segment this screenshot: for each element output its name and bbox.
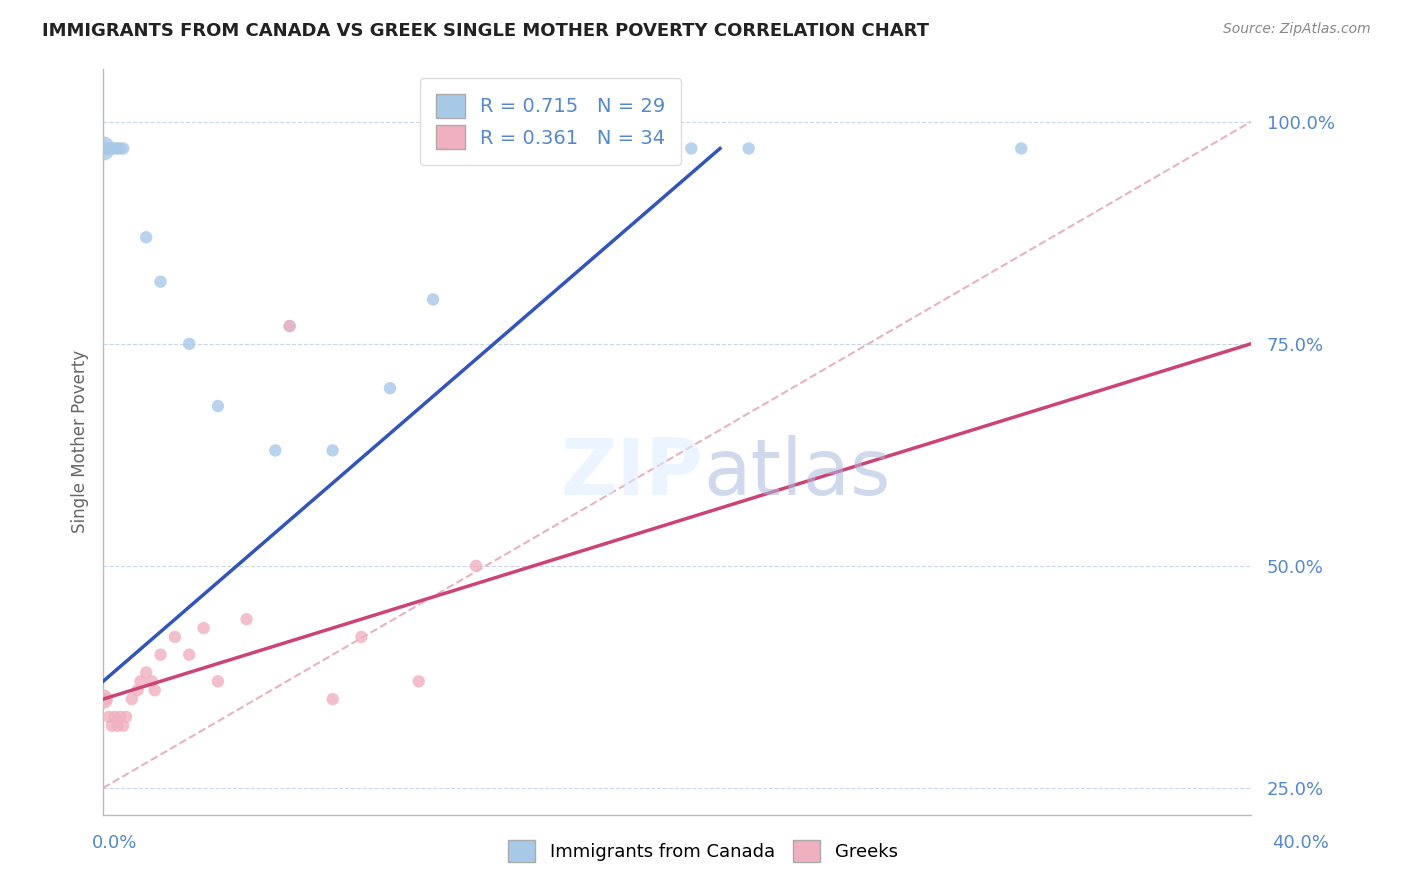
Point (681, 141, 703, 155)
Point (163, 630, 186, 644)
Point (551, 141, 574, 155)
Text: Source: ZipAtlas.com: Source: ZipAtlas.com (1223, 22, 1371, 37)
Point (593, 141, 616, 155)
Point (129, 674, 152, 689)
Point (149, 648, 172, 662)
Text: 0.0%: 0.0% (91, 834, 136, 852)
Point (91, 692, 114, 706)
Point (752, 870, 775, 884)
Legend: Immigrants from Canada, Greeks: Immigrants from Canada, Greeks (501, 833, 905, 870)
Point (149, 275, 172, 289)
Point (127, 683, 149, 698)
Point (104, 710, 127, 724)
Point (135, 230, 157, 244)
Point (322, 443, 344, 458)
Point (465, 558, 488, 573)
Point (193, 621, 215, 635)
Point (737, 141, 759, 155)
Legend: R = 0.715   N = 29, R = 0.361   N = 34: R = 0.715 N = 29, R = 0.361 N = 34 (420, 78, 682, 165)
Point (179, 336, 201, 351)
Point (651, 141, 673, 155)
Point (207, 399, 229, 413)
Point (179, 648, 201, 662)
Point (637, 141, 659, 155)
Point (94, 141, 117, 155)
Y-axis label: Single Mother Poverty: Single Mother Poverty (72, 350, 89, 533)
Point (141, 674, 163, 689)
Point (378, 381, 401, 395)
Point (97, 141, 120, 155)
Point (278, 319, 301, 334)
Point (422, 293, 444, 307)
Point (207, 674, 229, 689)
Text: 40.0%: 40.0% (1272, 834, 1329, 852)
Point (107, 141, 129, 155)
Point (322, 692, 344, 706)
Point (110, 710, 132, 724)
Point (97, 710, 120, 724)
Point (1010, 141, 1032, 155)
Point (565, 141, 588, 155)
Point (110, 141, 132, 155)
Text: atlas: atlas (703, 434, 890, 511)
Point (350, 630, 373, 644)
Point (100, 719, 122, 733)
Point (112, 141, 135, 155)
Point (104, 141, 127, 155)
Point (278, 319, 301, 334)
Point (91, 141, 114, 155)
Text: IMMIGRANTS FROM CANADA VS GREEK SINGLE MOTHER POVERTY CORRELATION CHART: IMMIGRANTS FROM CANADA VS GREEK SINGLE M… (42, 22, 929, 40)
Point (593, 141, 616, 155)
Point (143, 683, 166, 698)
Point (408, 674, 430, 689)
Point (121, 692, 143, 706)
Text: ZIP: ZIP (561, 434, 703, 511)
Point (810, 861, 832, 875)
Point (94, 692, 117, 706)
Point (115, 710, 138, 724)
Point (107, 719, 129, 733)
Point (135, 665, 157, 680)
Point (235, 612, 257, 626)
Point (623, 141, 645, 155)
Point (100, 141, 122, 155)
Point (112, 719, 135, 733)
Point (264, 443, 287, 458)
